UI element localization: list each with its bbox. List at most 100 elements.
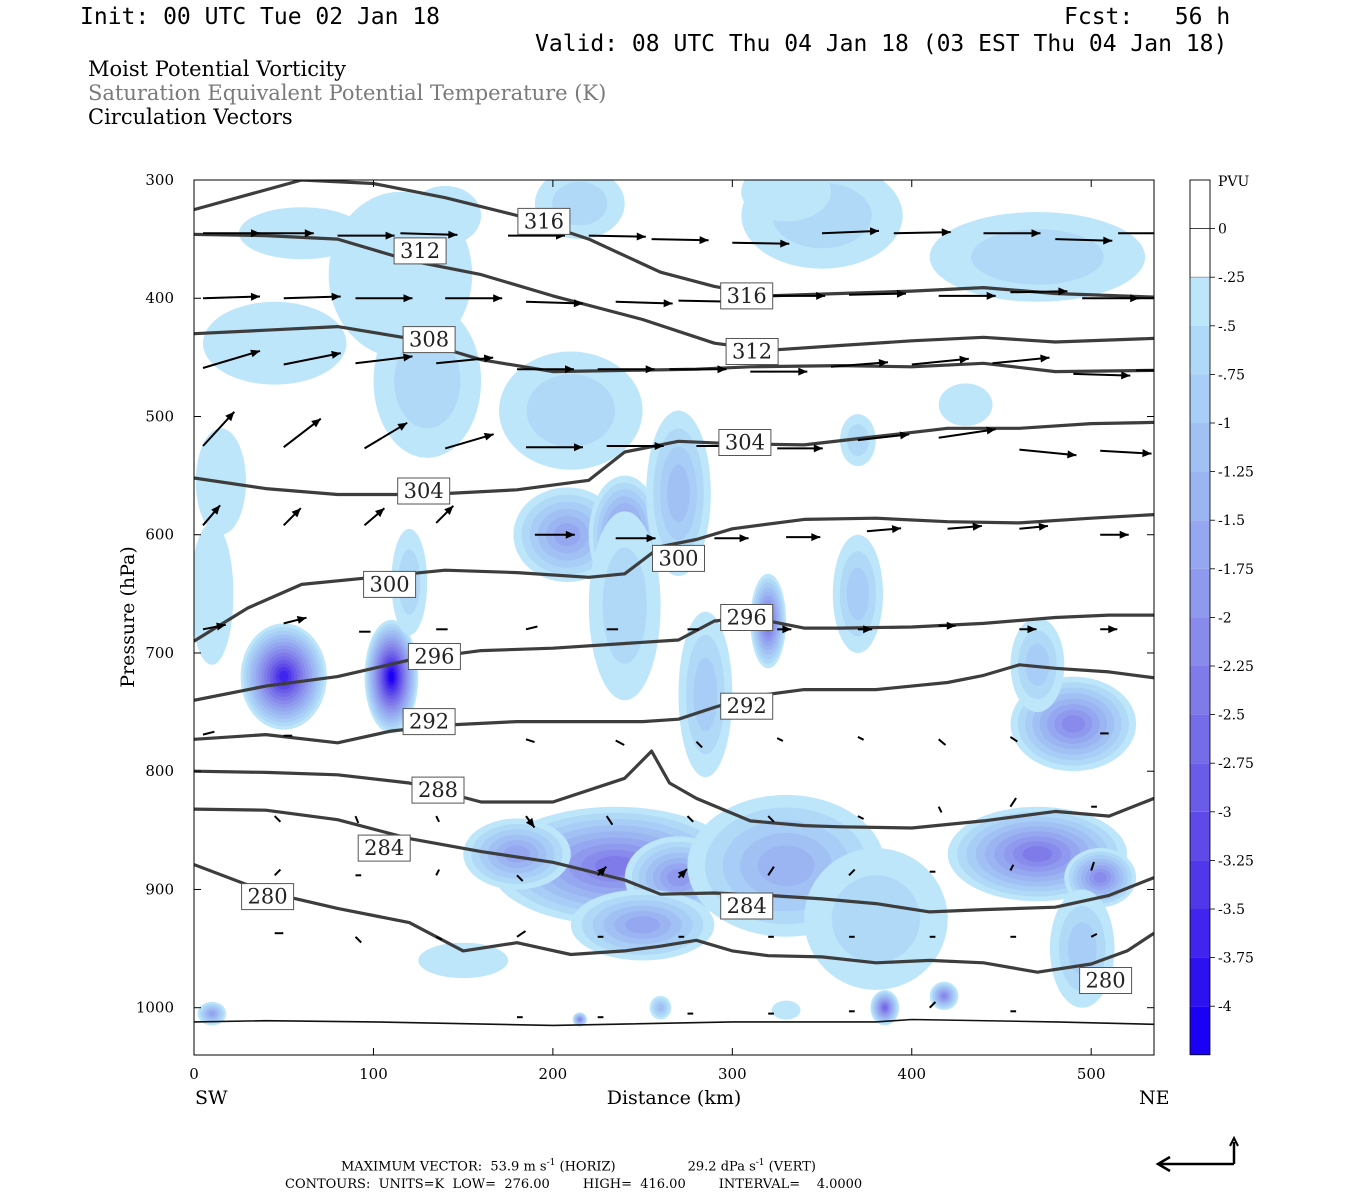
isentrope-312 <box>194 232 1154 352</box>
mpv-region-21-level-16 <box>388 671 394 683</box>
contour-label-284: 284 <box>357 834 411 862</box>
circulation-vector <box>777 444 823 453</box>
circulation-vector <box>1009 736 1018 743</box>
contour-label-304: 304 <box>397 477 451 505</box>
mpv-region-5-level-1 <box>409 185 482 246</box>
circulation-vector <box>992 354 1050 365</box>
circulation-vector <box>767 815 775 823</box>
circulation-vector <box>857 736 865 741</box>
circulation-vector <box>1073 371 1131 380</box>
contour-label-300: 300 <box>652 544 705 572</box>
circulation-vector <box>606 442 664 450</box>
colorbar-swatch <box>1190 909 1210 958</box>
isentrope-308 <box>194 325 1154 374</box>
colorbar-swatch <box>1190 811 1210 861</box>
y-tick-label: 900 <box>145 880 174 898</box>
circulation-vector <box>893 228 951 237</box>
circulation-vector <box>938 738 947 746</box>
x-axis-title: Distance (km) <box>607 1087 742 1109</box>
circulation-vector <box>283 417 322 448</box>
svg-text:296: 296 <box>414 645 454 669</box>
y-tick-label: 400 <box>145 289 174 307</box>
circulation-vector <box>1100 530 1129 539</box>
circulation-vector <box>938 426 996 439</box>
mpv-region-11-level-3 <box>693 657 718 732</box>
circulation-vector <box>525 625 538 631</box>
circulation-vector <box>911 355 969 366</box>
colorbar-label: -2 <box>1218 610 1232 626</box>
contour-labels: 316 316 312 312 308 304 304 300 300 296 296 292 292 2… <box>241 207 1133 994</box>
mpv-region-10-level-4 <box>667 464 690 523</box>
circulation-vector <box>588 232 646 241</box>
circulation-vector <box>1100 449 1152 458</box>
circulation-vector <box>983 229 1041 238</box>
svg-text:284: 284 <box>364 836 404 860</box>
isentrope-280 <box>194 863 1154 974</box>
circulation-vector <box>1090 861 1095 871</box>
circulation-vector <box>355 294 413 303</box>
circulation-vector <box>830 359 889 368</box>
circulation-vector <box>686 815 694 823</box>
plot-frame <box>193 179 1155 1056</box>
title-moist-pv: Moist Potential Vorticity <box>88 57 346 81</box>
x-tick-label: 0 <box>189 1065 199 1083</box>
x-end-left-label: SW <box>195 1087 228 1109</box>
circulation-vector <box>435 869 440 876</box>
colorbar-label: -3.5 <box>1218 902 1245 918</box>
mpv-region-41-level-1 <box>771 1000 801 1020</box>
svg-text:312: 312 <box>400 239 440 263</box>
circulation-vector <box>516 930 527 938</box>
colorbar-label: -.5 <box>1218 319 1236 335</box>
colorbar-label: -3 <box>1218 805 1232 821</box>
circulation-vector <box>857 625 873 634</box>
circulation-vector <box>203 229 260 238</box>
pvu-colorbar: 0 -.25 -.5 -.75 -1 -1.25 -1.5 -1.75 -2 -2.25 -2.5 -… <box>1189 179 1254 1056</box>
contour-label-312: 312 <box>725 338 779 365</box>
circulation-vector <box>669 365 727 374</box>
init-time: Init: 00 UTC Tue 02 Jan 18 <box>80 4 441 30</box>
svg-text:304: 304 <box>725 431 765 455</box>
svg-text:292: 292 <box>409 710 449 734</box>
circulation-vector <box>534 530 575 539</box>
mpv-region-6-level-2 <box>526 374 615 447</box>
circulation-vector <box>282 507 302 527</box>
circulation-vector <box>436 354 494 365</box>
colorbar-label: -2.5 <box>1218 708 1245 724</box>
circulation-vector <box>857 431 910 442</box>
colorbar-swatch <box>1190 763 1210 812</box>
contour-label-312: 312 <box>393 237 447 265</box>
mpv-region-25-level-3 <box>1025 643 1050 686</box>
circulation-vector <box>1136 369 1154 372</box>
circulation-vector <box>337 231 395 240</box>
surface-boundary <box>194 1018 1154 1027</box>
circulation-vector <box>525 815 536 829</box>
mpv-region-32-level-8 <box>1093 872 1107 884</box>
mpv-region-9-level-2 <box>602 547 647 664</box>
svg-text:292: 292 <box>727 694 767 718</box>
x-tick-label: 500 <box>1077 1065 1106 1083</box>
circulation-vector <box>202 349 261 369</box>
circulation-vector <box>677 868 688 879</box>
colorbar-swatch <box>1190 617 1210 666</box>
colorbar-label: -1.5 <box>1218 513 1245 529</box>
colorbar-swatch <box>1190 714 1210 764</box>
svg-text:312: 312 <box>732 340 772 364</box>
contour-label-296: 296 <box>407 643 461 670</box>
colorbar-swatch <box>1190 568 1210 618</box>
circulation-vector <box>937 806 943 813</box>
circulation-vector <box>857 815 865 820</box>
colorbar-swatch <box>1190 860 1210 909</box>
circulation-vector <box>1009 864 1015 871</box>
colorbar-label: 0 <box>1218 222 1227 238</box>
circulation-vector <box>947 522 982 531</box>
circulation-vector <box>695 740 703 749</box>
circulation-vector <box>938 291 996 300</box>
contour-label-300: 300 <box>363 570 417 598</box>
mpv-region-36-level-6 <box>208 1010 216 1017</box>
circulation-vector <box>273 868 282 877</box>
circulation-vector <box>1136 297 1154 300</box>
mpv-region-17-level-1 <box>741 180 831 222</box>
svg-text:304: 304 <box>404 479 444 503</box>
circulation-vector <box>615 739 625 746</box>
